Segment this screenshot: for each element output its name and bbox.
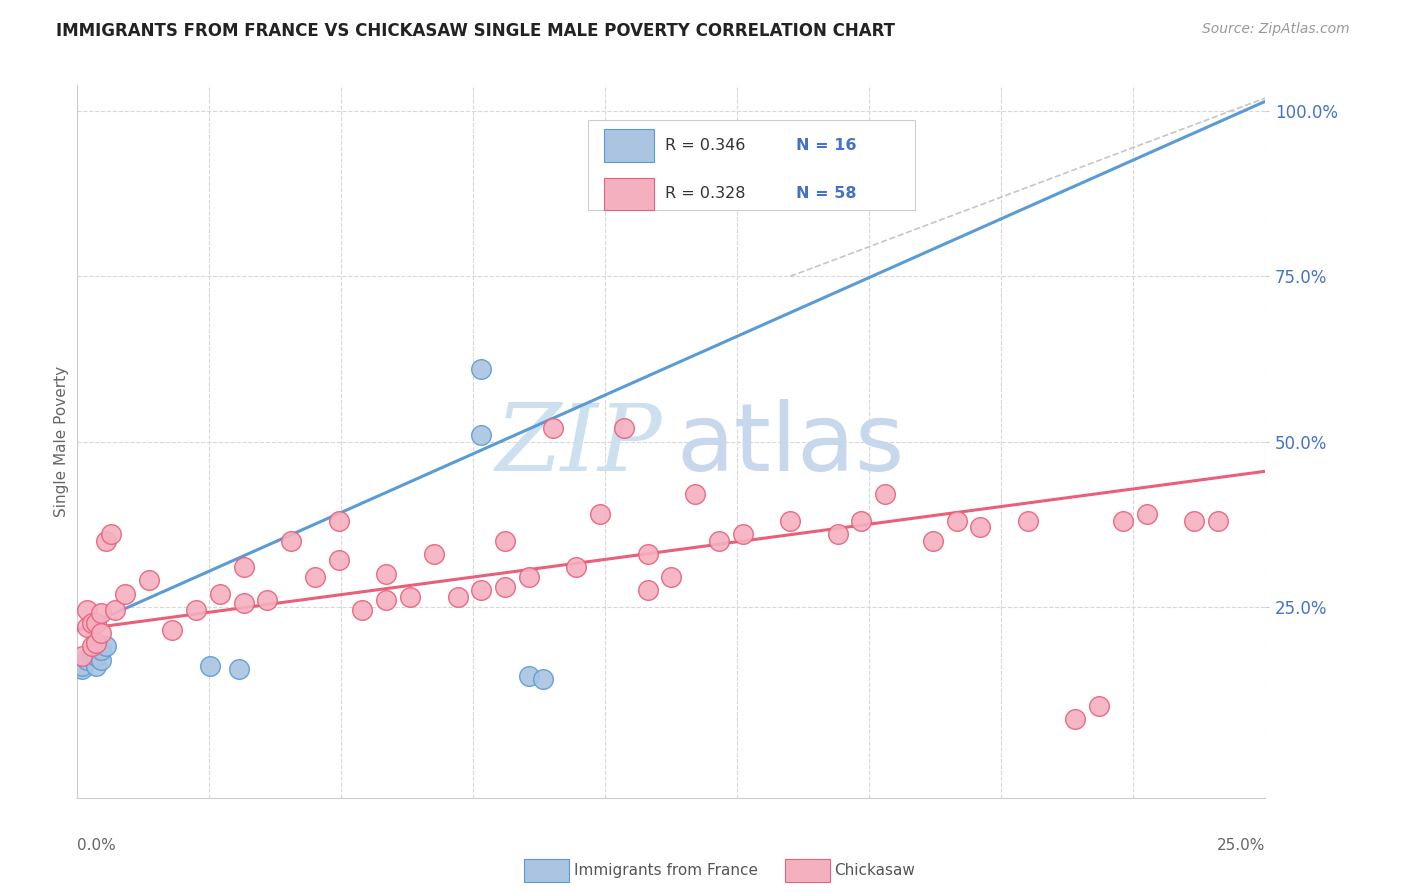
Point [1064, 712, 1087, 726]
Point [1017, 514, 1039, 528]
Point [375, 593, 398, 607]
Point [494, 580, 516, 594]
Point [80, 616, 103, 631]
Text: 25.0%: 25.0% [1218, 838, 1265, 853]
Point [1136, 507, 1159, 521]
Point [90, 607, 112, 621]
Text: Chickasaw: Chickasaw [834, 863, 915, 878]
Point [94, 640, 117, 654]
Point [531, 673, 554, 687]
FancyBboxPatch shape [588, 120, 915, 210]
Point [565, 560, 588, 574]
Text: R = 0.328: R = 0.328 [665, 186, 747, 202]
Point [423, 547, 446, 561]
Point [969, 520, 991, 534]
Point [200, 659, 222, 673]
Text: Source: ZipAtlas.com: Source: ZipAtlas.com [1202, 22, 1350, 37]
Point [1182, 514, 1205, 528]
Y-axis label: Single Male Poverty: Single Male Poverty [53, 366, 69, 517]
Point [104, 603, 127, 617]
Point [494, 533, 516, 548]
Point [228, 663, 250, 677]
Point [1112, 514, 1135, 528]
Text: IMMIGRANTS FROM FRANCE VS CHICKASAW SINGLE MALE POVERTY CORRELATION CHART: IMMIGRANTS FROM FRANCE VS CHICKASAW SING… [56, 22, 896, 40]
Point [683, 487, 706, 501]
Point [517, 669, 540, 683]
Point [827, 527, 849, 541]
Point [256, 593, 278, 607]
Point [707, 533, 730, 548]
Point [637, 583, 659, 598]
Point [921, 533, 943, 548]
Text: R = 0.346: R = 0.346 [665, 138, 745, 153]
Point [375, 566, 398, 581]
FancyBboxPatch shape [603, 178, 654, 211]
Point [945, 514, 967, 528]
Point [280, 533, 302, 548]
Point [875, 487, 897, 501]
Point [90, 652, 112, 666]
Text: ZIP: ZIP [495, 401, 662, 490]
Point [637, 547, 659, 561]
Point [1088, 698, 1111, 713]
Point [86, 616, 108, 631]
Point [86, 636, 108, 650]
Point [470, 428, 492, 442]
Point [94, 533, 117, 548]
Point [70, 649, 93, 664]
Point [70, 663, 93, 677]
Point [80, 642, 103, 657]
Point [613, 421, 636, 435]
Text: N = 16: N = 16 [796, 138, 856, 153]
Point [76, 603, 98, 617]
Point [779, 514, 801, 528]
Point [162, 623, 184, 637]
Point [661, 570, 683, 584]
Point [851, 514, 873, 528]
Point [90, 642, 112, 657]
Point [86, 659, 108, 673]
Point [114, 586, 136, 600]
Point [138, 574, 160, 588]
Point [100, 527, 122, 541]
Point [352, 603, 374, 617]
Point [86, 649, 108, 664]
Point [90, 626, 112, 640]
Point [328, 553, 350, 567]
Point [470, 583, 492, 598]
Point [80, 649, 103, 664]
Point [304, 570, 326, 584]
FancyBboxPatch shape [603, 129, 654, 161]
Point [186, 603, 208, 617]
Point [470, 362, 492, 376]
Point [589, 507, 612, 521]
Point [208, 586, 231, 600]
Point [70, 659, 93, 673]
Text: Immigrants from France: Immigrants from France [574, 863, 758, 878]
Point [731, 527, 754, 541]
Point [1206, 514, 1229, 528]
Text: atlas: atlas [676, 399, 904, 491]
Point [76, 619, 98, 633]
Point [446, 590, 468, 604]
Point [232, 560, 254, 574]
Point [328, 514, 350, 528]
Point [76, 652, 98, 666]
Text: N = 58: N = 58 [796, 186, 856, 202]
Point [80, 640, 103, 654]
Point [541, 421, 564, 435]
Point [399, 590, 422, 604]
Point [232, 596, 254, 610]
Text: 0.0%: 0.0% [77, 838, 117, 853]
Point [517, 570, 540, 584]
